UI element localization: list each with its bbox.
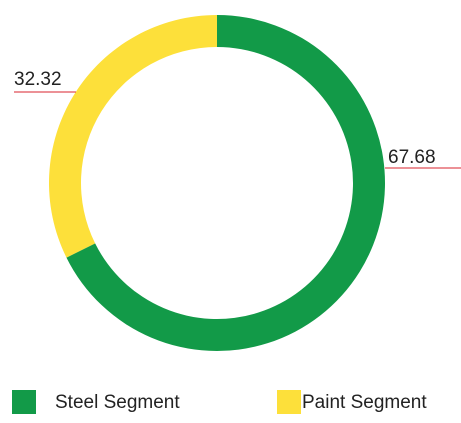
data-label: 32.32 [14, 69, 62, 90]
legend-swatch [12, 390, 36, 414]
data-label: 67.68 [388, 147, 436, 168]
legend-swatch [277, 390, 301, 414]
legend-label: Steel Segment [55, 392, 180, 413]
legend-label: Paint Segment [302, 392, 427, 413]
donut-slice [48, 15, 217, 258]
